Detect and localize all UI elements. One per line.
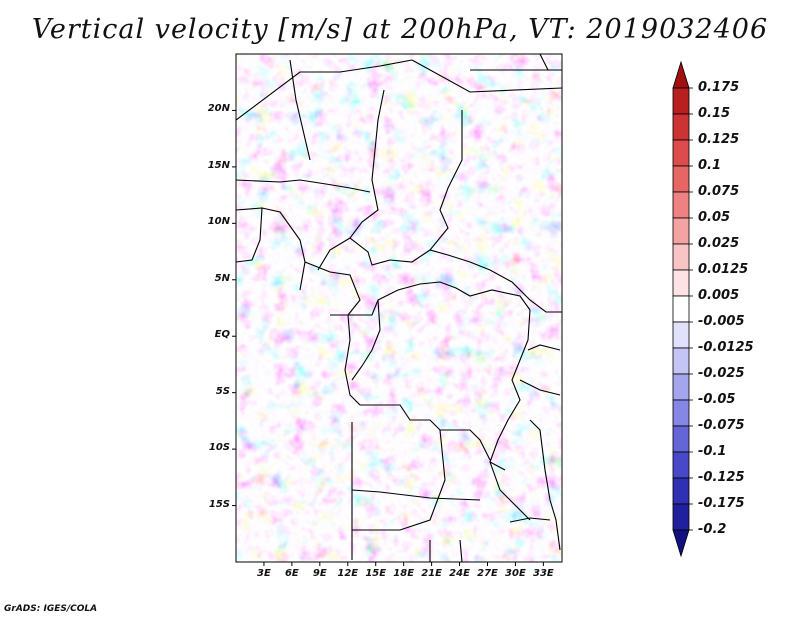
colorbar-segment [672, 191, 690, 219]
colorbar-label: 0.025 [698, 236, 740, 251]
chart-title: Vertical velocity [m/s] at 200hPa, VT: 2… [31, 14, 769, 45]
colorbar-label: -0.005 [698, 314, 745, 329]
colorbar-segment [672, 113, 690, 141]
lon-label: 12E [337, 568, 359, 579]
colorbar-segment [672, 87, 690, 115]
lon-label: 9E [312, 568, 327, 579]
colorbar-segment [672, 503, 690, 531]
colorbar-label: 0.005 [698, 288, 740, 303]
colorbar-segment [672, 217, 690, 245]
colorbar-segment [672, 477, 690, 505]
lon-label: 15E [365, 568, 387, 579]
colorbar-label: 0.175 [698, 80, 740, 95]
lon-label: 30E [505, 568, 526, 579]
colorbar-label: -0.05 [698, 392, 736, 407]
colorbar-label: -0.0125 [698, 340, 754, 355]
colorbar-label: 0.1 [698, 158, 722, 173]
latitude-ticks [232, 109, 236, 507]
colorbar-label: -0.075 [698, 418, 745, 433]
colorbar-segment [672, 321, 690, 349]
lat-label: 10N [207, 216, 230, 228]
longitude-ticks [263, 562, 544, 566]
lon-label: 18E [393, 568, 415, 579]
lat-label: 15N [207, 159, 230, 171]
lat-label: 5N [214, 272, 230, 284]
colorbar-arrow-bottom [672, 529, 690, 558]
lon-label: 6E [284, 568, 299, 579]
colorbar-segment [672, 373, 690, 401]
colorbar-label: 0.125 [698, 132, 740, 147]
velocity-field [236, 54, 562, 562]
colorbar [672, 60, 693, 558]
lon-label: 3E [257, 568, 271, 579]
colorbar-segment [672, 295, 690, 323]
colorbar-label: -0.1 [698, 444, 727, 459]
lat-label: 20N [207, 103, 230, 115]
colorbar-segment [672, 165, 690, 193]
map-frame [235, 53, 563, 563]
country-borders [236, 54, 562, 562]
colorbar-label: -0.2 [698, 522, 727, 537]
colorbar-segment [672, 451, 690, 479]
colorbar-label: -0.175 [698, 496, 745, 511]
colorbar-segment [672, 243, 690, 271]
lat-label: 10S [208, 442, 230, 454]
lon-label: 21E [421, 568, 442, 579]
lon-label: 27E [477, 568, 498, 579]
grads-credit: GrADS: IGES/COLA [4, 604, 98, 614]
colorbar-segment [672, 399, 690, 427]
colorbar-label: -0.125 [698, 470, 745, 485]
colorbar-segment [672, 269, 690, 297]
lon-label: 33E [532, 568, 554, 579]
colorbar-arrow-top [672, 60, 690, 89]
colorbar-segment [672, 139, 690, 167]
lat-label: EQ [214, 329, 230, 341]
colorbar-segment [672, 347, 690, 375]
colorbar-label: 0.075 [698, 184, 740, 199]
lon-label: 24E [449, 568, 470, 579]
lat-label: 5S [215, 385, 230, 397]
colorbar-segment [672, 425, 690, 453]
colorbar-label: 0.05 [698, 210, 731, 225]
colorbar-label: 0.0125 [698, 262, 749, 277]
colorbar-label: 0.15 [698, 106, 731, 121]
lat-label: 15S [208, 498, 230, 510]
colorbar-label: -0.025 [698, 366, 745, 381]
